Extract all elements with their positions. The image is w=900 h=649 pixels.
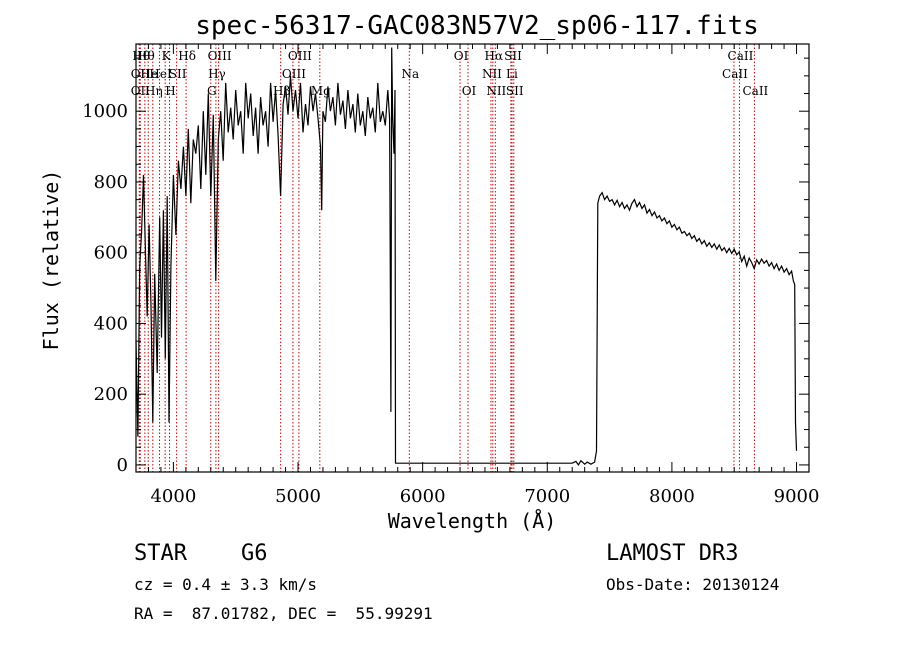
line-label: G xyxy=(207,84,217,98)
line-label: OIII xyxy=(288,49,312,63)
y-tick-label: 200 xyxy=(94,384,128,405)
line-label: He xyxy=(140,67,158,81)
line-label: CaII xyxy=(728,49,754,63)
line-label: OI xyxy=(462,84,477,98)
line-label: H xyxy=(165,84,175,98)
line-label: Hγ xyxy=(208,67,226,81)
line-label: Hθ xyxy=(137,49,155,63)
y-tick-label: 1000 xyxy=(82,101,128,122)
y-axis-label: Flux (relative) xyxy=(39,170,63,351)
redshift-cz: cz = 0.4 ± 3.3 km/s xyxy=(134,575,318,594)
x-tick-label: 6000 xyxy=(400,486,446,507)
obs-date: Obs-Date: 20130124 xyxy=(606,575,780,594)
x-tick-label: 4000 xyxy=(150,486,196,507)
y-tick-label: 400 xyxy=(94,313,128,334)
line-label: OI xyxy=(454,49,469,63)
axis-tick-labels: 4000 5000 6000 7000 8000 9000 0 200 400 600 800 100… xyxy=(82,101,819,507)
line-label: K xyxy=(162,49,172,63)
line-label: NII xyxy=(482,67,502,81)
line-label: HeI xyxy=(149,67,172,81)
spectral-line-labels: HθOIIOIIHθHeHηHeIKHSIIHδGHγOIIIHβOIIIOII… xyxy=(131,49,769,98)
line-label: SII xyxy=(504,49,522,63)
line-label: Hη xyxy=(145,84,163,98)
line-label: NII xyxy=(486,84,506,98)
line-label: SII xyxy=(506,84,524,98)
x-tick-label: 8000 xyxy=(649,486,695,507)
x-tick-label: 5000 xyxy=(275,486,321,507)
object-class: STAR xyxy=(134,541,187,566)
line-label: CaII xyxy=(742,84,768,98)
chart-title: spec-56317-GAC083N57V2_sp06-117.fits xyxy=(195,11,759,41)
x-axis-label: Wavelength (Å) xyxy=(388,509,557,533)
survey-name: LAMOST DR3 xyxy=(606,541,739,566)
y-tick-label: 0 xyxy=(117,455,128,476)
line-label: Li xyxy=(506,67,518,81)
line-label: Hθ xyxy=(132,49,150,63)
spectral-line-markers xyxy=(138,44,755,472)
axis-ticks xyxy=(135,44,810,472)
line-label: CaII xyxy=(722,67,748,81)
line-label: SII xyxy=(169,67,187,81)
line-label: Na xyxy=(401,67,419,81)
y-tick-label: 600 xyxy=(94,243,128,264)
line-label: OIII xyxy=(208,49,232,63)
ra-dec: RA = 87.01782, DEC = 55.99291 xyxy=(134,604,433,623)
x-tick-label: 7000 xyxy=(524,486,570,507)
line-label: OIII xyxy=(282,67,306,81)
y-tick-label: 800 xyxy=(94,172,128,193)
x-tick-label: 9000 xyxy=(774,486,820,507)
line-label: Hδ xyxy=(178,49,196,63)
object-subclass: G6 xyxy=(241,541,268,566)
spectrum-series-line xyxy=(135,47,798,466)
line-label: Hα xyxy=(485,49,504,63)
